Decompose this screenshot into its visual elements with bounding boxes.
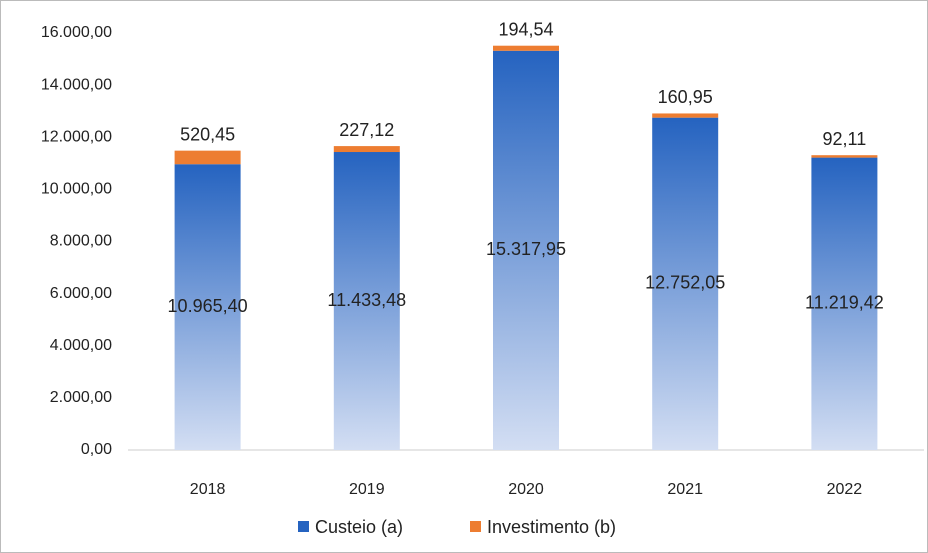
legend-swatch	[470, 521, 481, 532]
x-tick-label: 2022	[827, 481, 863, 498]
value-label: 11.219,42	[805, 293, 884, 313]
y-tick-label: 0,00	[81, 441, 112, 458]
legend-swatch	[298, 521, 309, 532]
value-label: 160,95	[658, 87, 713, 107]
value-label: 92,11	[823, 129, 867, 149]
bar-segment	[333, 146, 400, 153]
value-label: 520,45	[180, 124, 235, 144]
y-tick-label: 10.000,00	[41, 181, 112, 198]
y-tick-label: 2.000,00	[50, 389, 112, 406]
y-tick-label: 16.000,00	[41, 24, 112, 41]
bar-segment	[333, 152, 400, 450]
bar-segment	[652, 113, 719, 118]
bar-segment	[174, 150, 241, 165]
y-tick-label: 4.000,00	[50, 337, 112, 354]
x-tick-label: 2019	[349, 481, 385, 498]
value-label: 227,12	[339, 120, 394, 140]
bar-segment	[811, 157, 878, 450]
value-label: 194,54	[498, 19, 553, 39]
y-tick-label: 6.000,00	[50, 285, 112, 302]
value-label: 12.752,05	[645, 273, 725, 293]
y-tick-label: 8.000,00	[50, 233, 112, 250]
bar-segment	[493, 45, 559, 51]
legend-label: Custeio (a)	[315, 517, 403, 537]
bar-segment	[493, 50, 559, 450]
legend-label: Investimento (b)	[487, 517, 616, 537]
value-label: 10.965,40	[168, 296, 248, 316]
y-tick-label: 14.000,00	[41, 76, 112, 93]
x-tick-label: 2021	[667, 481, 703, 498]
bar-segment	[652, 117, 719, 451]
x-tick-label: 2020	[508, 481, 544, 498]
bar-segment	[811, 155, 878, 158]
x-tick-label: 2018	[190, 481, 226, 498]
bar-segment	[174, 164, 241, 450]
value-label: 15.317,95	[486, 239, 566, 259]
y-tick-label: 12.000,00	[41, 128, 112, 145]
value-label: 11.433,48	[327, 290, 406, 310]
